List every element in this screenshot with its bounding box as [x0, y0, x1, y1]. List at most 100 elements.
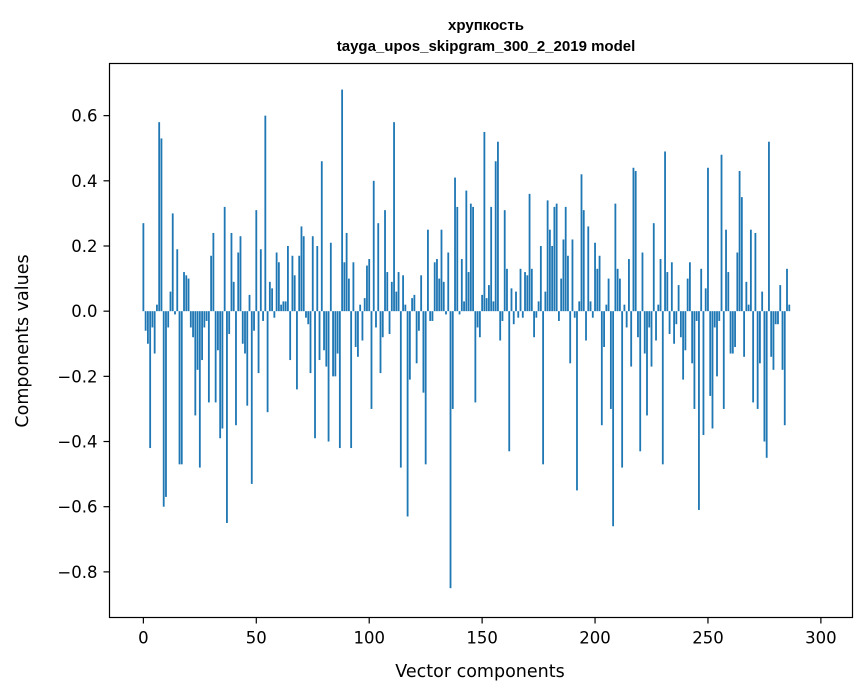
bar-106 — [381, 311, 384, 338]
bar-196 — [585, 311, 587, 341]
bar-254 — [716, 311, 718, 377]
bar-189 — [569, 311, 572, 364]
bar-234 — [670, 262, 673, 312]
bar-137 — [451, 311, 454, 409]
bar-121 — [415, 311, 418, 364]
bar-205 — [605, 304, 608, 312]
bar-29 — [207, 311, 210, 403]
bar-246 — [698, 311, 700, 510]
bar-38 — [228, 311, 231, 334]
bar-172 — [530, 268, 533, 312]
bar-252 — [711, 311, 714, 429]
bar-226 — [652, 223, 655, 312]
bar-215 — [628, 259, 630, 312]
bar-65 — [289, 311, 292, 361]
bar-149 — [478, 311, 481, 338]
bar-35 — [221, 311, 224, 429]
bar-285 — [786, 268, 788, 312]
bar-27 — [203, 311, 206, 328]
bar-39 — [230, 232, 233, 312]
bar-131 — [438, 278, 441, 312]
bar-111 — [393, 122, 395, 312]
bar-8 — [160, 138, 163, 312]
bar-176 — [539, 245, 542, 312]
bar-160 — [503, 210, 506, 312]
bar-23 — [194, 311, 197, 416]
x-axis-ticks: 0 50 100 150 200 250 300 — [138, 617, 837, 648]
bar-12 — [169, 291, 172, 312]
bar-135 — [447, 252, 450, 312]
bar-24 — [196, 311, 199, 370]
bar-56 — [268, 281, 271, 312]
bar-22 — [192, 311, 194, 338]
bar-201 — [596, 268, 599, 312]
bar-240 — [684, 311, 687, 351]
bar-0 — [142, 223, 145, 312]
bar-41 — [235, 311, 237, 426]
bar-130 — [436, 259, 438, 312]
bar-141 — [460, 259, 463, 312]
x-tick-label: 100 — [353, 629, 385, 648]
bar-46 — [246, 311, 249, 406]
bar-216 — [630, 311, 633, 367]
bar-174 — [535, 311, 538, 318]
bar-180 — [548, 229, 551, 312]
bar-183 — [555, 203, 558, 312]
bar-105 — [379, 311, 382, 374]
bar-155 — [492, 301, 495, 312]
bar-233 — [668, 311, 671, 334]
bar-248 — [702, 311, 705, 436]
bar-133 — [442, 281, 445, 312]
x-tick-label: 250 — [692, 629, 724, 648]
bar-84 — [332, 311, 334, 377]
bar-129 — [433, 262, 436, 312]
x-tick-label: 150 — [466, 629, 498, 648]
bar-235 — [673, 311, 675, 344]
bar-114 — [399, 311, 402, 468]
bar-61 — [280, 304, 283, 312]
bar-1 — [144, 311, 147, 331]
bar-68 — [296, 311, 298, 390]
bar-278 — [770, 311, 773, 357]
bar-192 — [576, 311, 578, 491]
bar-13 — [171, 213, 174, 312]
bar-40 — [232, 281, 235, 312]
bar-214 — [625, 311, 628, 328]
chart-subtitle: tayga_upos_skipgram_300_2_2019 model — [337, 38, 636, 55]
bar-195 — [582, 210, 585, 312]
bar-185 — [560, 278, 563, 312]
bar-190 — [571, 239, 574, 312]
bar-256 — [720, 154, 723, 312]
bar-95 — [357, 311, 359, 357]
bar-7 — [158, 122, 161, 312]
bar-4 — [151, 311, 154, 328]
bar-182 — [553, 206, 556, 312]
bar-94 — [354, 311, 357, 348]
bar-113 — [397, 272, 400, 312]
bar-198 — [589, 301, 592, 312]
bar-69 — [298, 255, 301, 312]
bar-223 — [646, 311, 648, 416]
bar-60 — [277, 262, 280, 312]
bar-34 — [219, 311, 222, 439]
bar-140 — [458, 311, 461, 315]
bar-51 — [257, 311, 260, 374]
bar-167 — [519, 268, 522, 312]
bar-156 — [494, 161, 497, 312]
bar-147 — [474, 311, 477, 403]
bar-157 — [497, 141, 499, 312]
bars-group — [142, 89, 791, 589]
bar-255 — [718, 311, 721, 321]
bar-53 — [262, 311, 264, 321]
bar-138 — [454, 177, 456, 312]
bar-200 — [594, 242, 596, 312]
bar-171 — [528, 193, 531, 312]
bar-232 — [666, 272, 669, 312]
bar-247 — [700, 268, 703, 312]
bar-209 — [614, 203, 617, 312]
bar-139 — [456, 206, 459, 312]
bar-19 — [185, 275, 188, 312]
bar-228 — [657, 304, 660, 312]
x-tick-label: 300 — [805, 629, 837, 648]
bar-146 — [472, 206, 474, 312]
